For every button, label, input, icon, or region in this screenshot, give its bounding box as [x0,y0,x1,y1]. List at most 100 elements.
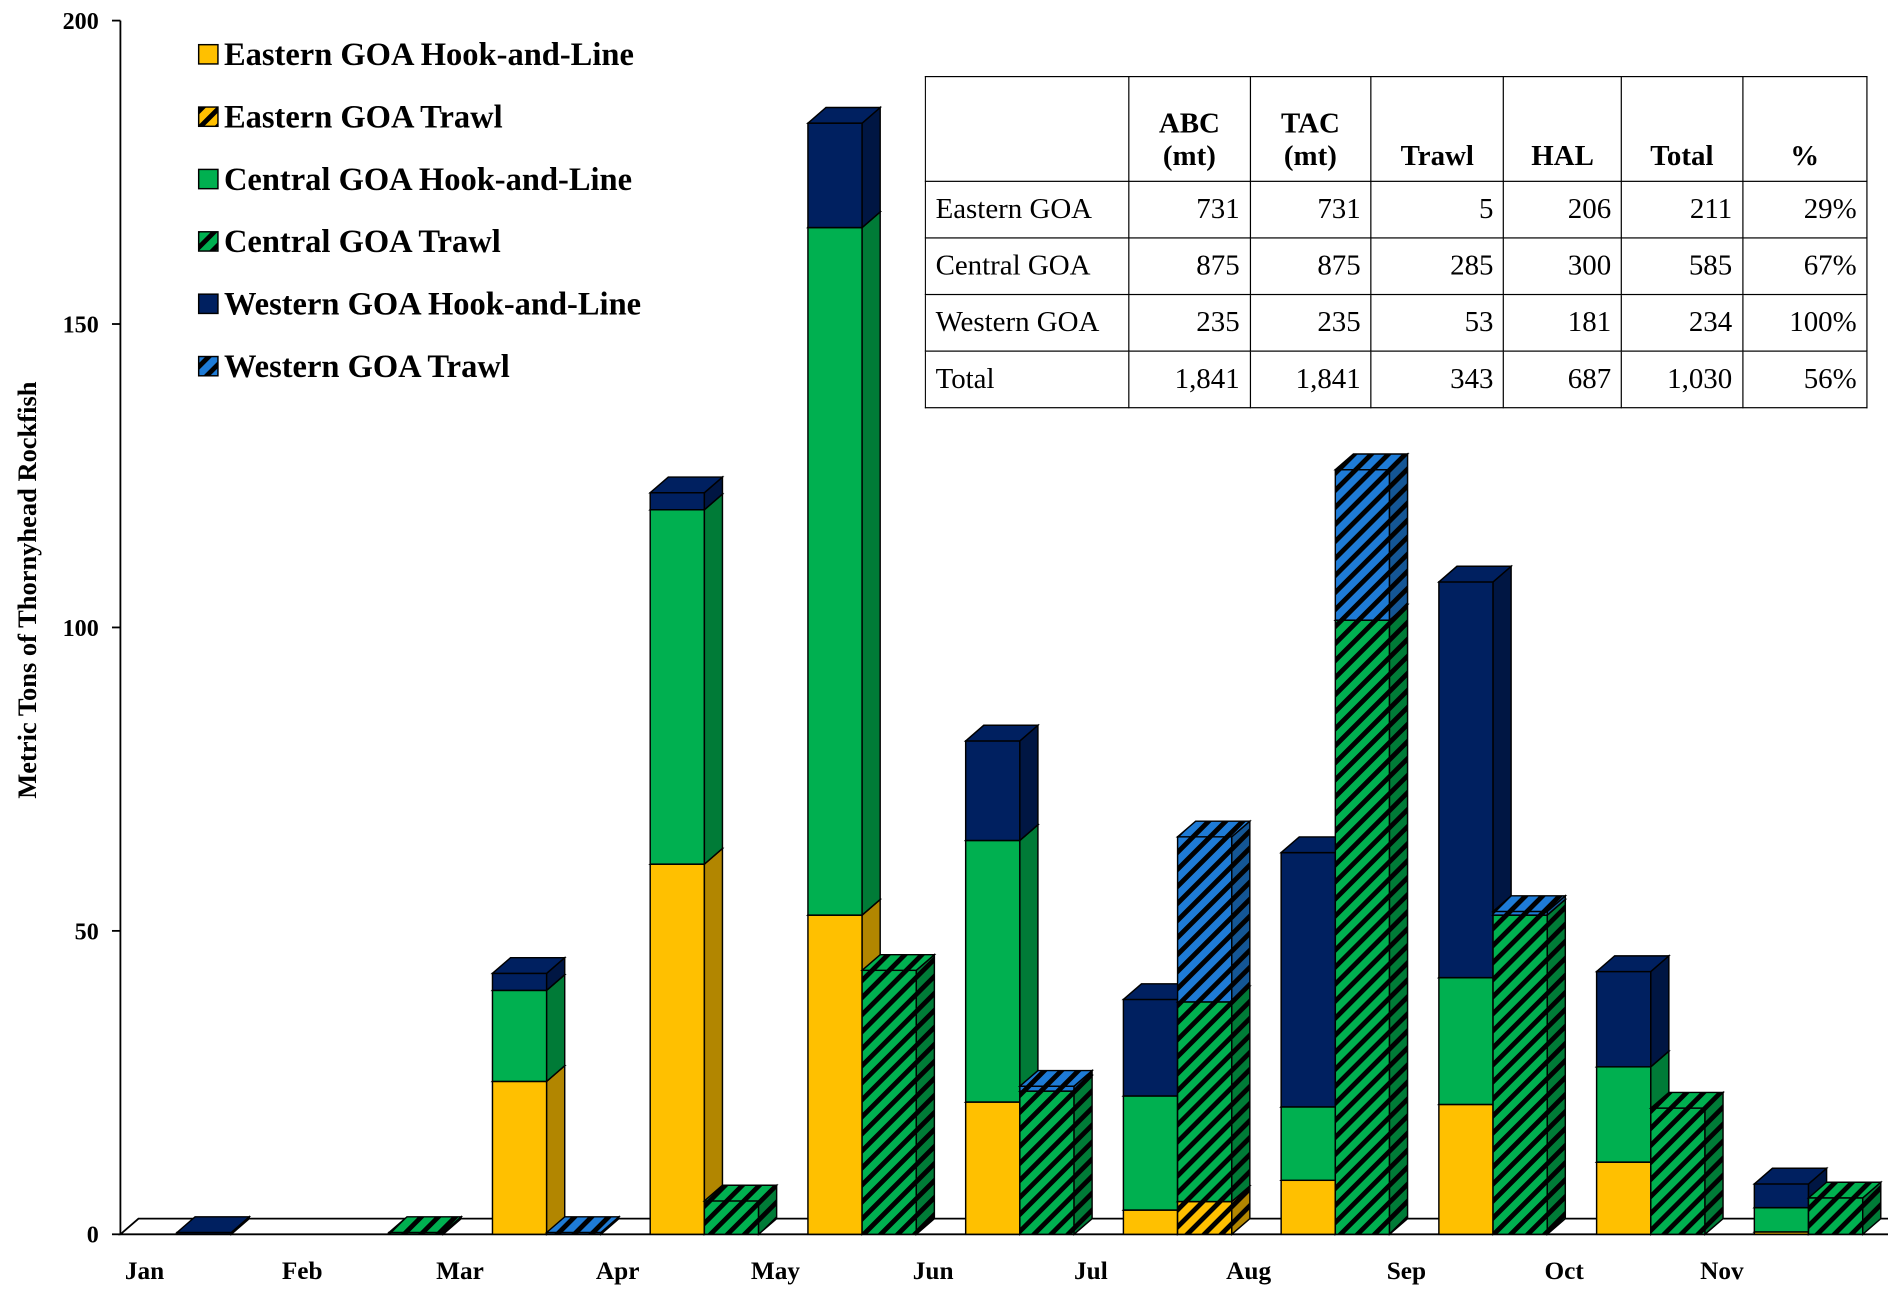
table-wrap: ABC (mt) TAC (mt) Trawl HAL Total% Eastern GOA 7… [924,75,1871,409]
table-cell: 585 [1620,237,1744,296]
bar-top [806,106,883,124]
y-tick-label: 150 [63,312,99,338]
y-tick-label: 50 [75,919,99,945]
bar-side-shade [1019,824,1038,1103]
table-cell: 875 [1249,237,1372,296]
table-cell: 875 [1128,237,1251,296]
header-text: (mt) [1283,141,1337,173]
x-tick-label: Nov [1700,1257,1744,1285]
table-cell: 1,841 [1128,350,1251,409]
x-tick-label: Sep [1387,1257,1426,1285]
bar-front [649,508,706,865]
bar-top [1752,1167,1829,1185]
table-holder: ABC(mt)TAC(mt) Trawl HAL Total %Eastern GOA 7… [924,75,1871,409]
bar-front [1438,1103,1494,1236]
bar-front [1650,1107,1706,1236]
bar-side-shade [862,107,881,228]
table-corner [924,75,1130,182]
header-text: (mt) [1162,141,1216,173]
bar-top [702,1184,779,1202]
table-cell: 206 [1503,180,1622,239]
bar-side-shade [916,954,935,1235]
bar-top [963,724,1040,742]
bar-side-shade [1493,566,1512,978]
bar-side-shade [1389,604,1408,1235]
x-tick-label: Feb [282,1257,323,1285]
table-row: Western GOA 235 235 53 181 234 100% [924,293,1868,352]
bar-top [1333,453,1410,471]
header-text: HAL [1531,141,1594,173]
bar-top [1648,1091,1725,1109]
table-header-cell: Trawl [1370,75,1505,182]
bar-front [1753,1183,1810,1209]
bar-front [1334,619,1391,1236]
bar-front [1176,836,1233,1003]
table-cell: 234 [1620,293,1744,352]
table-cell: 100% [1741,293,1868,352]
bar-front [1280,1179,1337,1236]
bar-front [649,492,706,511]
header-text: Total [1650,141,1714,173]
bar-top [860,953,937,972]
legend-swatch [197,106,219,128]
table-cell: 300 [1503,237,1622,296]
table-cell: Total [924,350,1130,409]
header-text: Trawl [1400,141,1474,173]
bar-front [703,1200,760,1236]
table-row: Central GOA 875 875 285 300 585 67% [924,237,1868,296]
bar-front [1595,970,1652,1068]
table-cell: 5 [1370,180,1505,239]
bar-side-shade [1019,725,1038,841]
bar-front [964,839,1021,1103]
table-cell: 67% [1741,237,1868,296]
bar-top [648,476,725,494]
legend-label: Eastern GOA Hook-and-Line [224,37,634,73]
table-cell: 235 [1249,293,1372,352]
bar-front [1595,1066,1652,1163]
bar-top [175,1216,252,1234]
bar-front [1176,1200,1233,1236]
y-tick-label: 0 [87,1223,99,1249]
table-header-cell: HAL [1503,75,1622,182]
bar-side-shade [546,974,565,1082]
x-tick-label: Mar [436,1257,484,1285]
bar-top [1175,820,1252,838]
legend-label: Eastern GOA Trawl [224,100,503,136]
bar-front [1334,468,1391,621]
bar-front [1753,1206,1810,1233]
bar-side-shade [862,211,881,916]
table-header-row: ABC (mt) TAC (mt) Trawl HAL Total% [924,75,1868,182]
table-cell: 53 [1370,293,1505,352]
table-cell: 731 [1249,180,1372,239]
legend-swatch [197,355,219,377]
bar-top [1491,895,1568,913]
table-cell: 343 [1370,350,1505,409]
table-cell: 56% [1741,350,1868,409]
bar-side-shade [546,957,565,991]
y-tick-label: 100 [63,616,99,642]
bar-side-shade [1074,1075,1093,1235]
bar-front [861,969,918,1236]
legend-swatch [197,168,219,190]
bar-front [807,226,863,916]
table-cell: Central GOA [924,237,1130,296]
table-cell: 731 [1128,180,1251,239]
bar-front [491,972,548,992]
bar-front [1280,851,1337,1108]
bar-front [1019,1090,1075,1236]
x-tick-label: Aug [1226,1257,1271,1285]
bar-front [649,863,706,1236]
table-row: Total 1,841 1,841 343 687 1,030 56% [924,350,1868,409]
legend-swatch [197,43,219,65]
bar-front [1122,1095,1179,1211]
table-cell: 1,841 [1249,350,1372,409]
bar-side-shade [704,477,723,510]
bar-front [964,740,1021,842]
bar-side-shade [1650,955,1669,1067]
table-header-cell: TAC (mt) [1249,75,1372,182]
y-tick-label: 200 [63,9,99,35]
bar-front [1122,1209,1179,1236]
table-cell: 29% [1741,180,1868,239]
legend-label: Western GOA Hook-and-Line [224,287,641,323]
